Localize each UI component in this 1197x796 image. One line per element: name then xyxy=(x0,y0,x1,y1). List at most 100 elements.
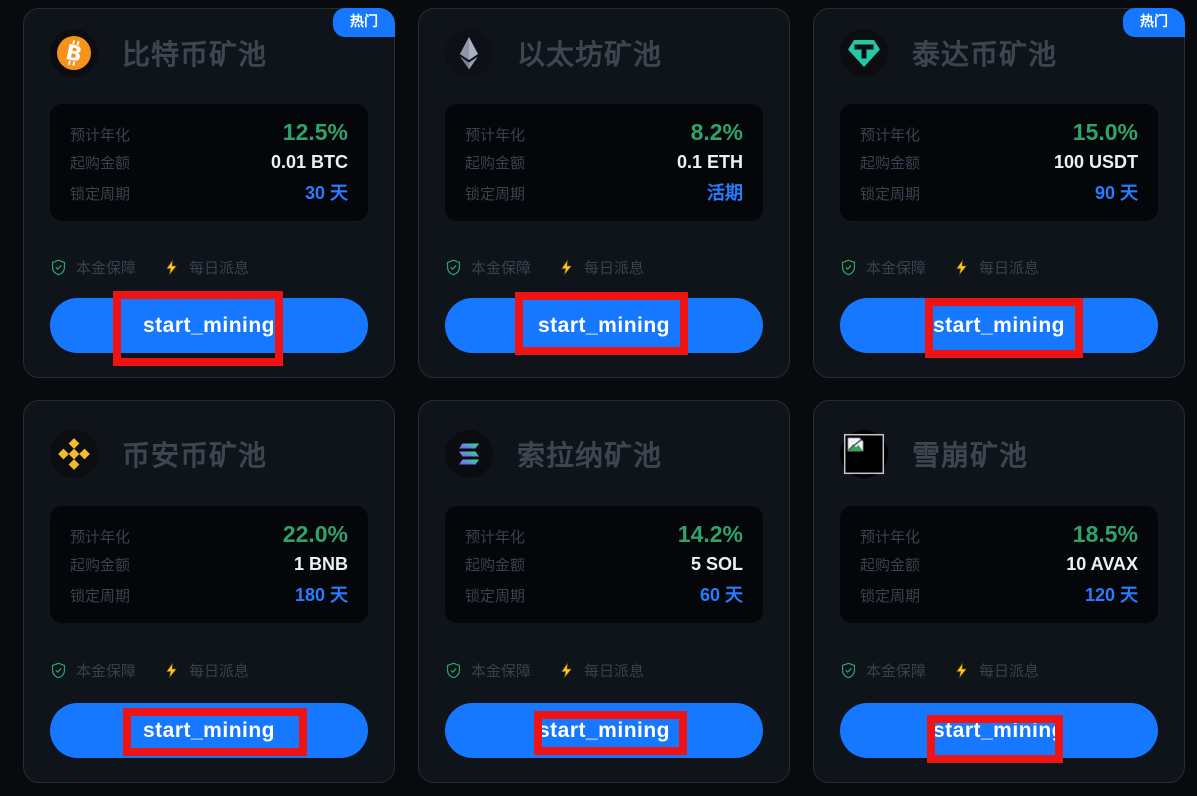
shield-check-icon xyxy=(50,662,67,679)
stat-row-lock-period: 锁定周期 活期 xyxy=(465,179,743,205)
stat-row-apy: 预计年化 15.0% xyxy=(860,119,1138,146)
start-mining-button[interactable]: start_mining xyxy=(50,298,368,353)
daily-payout-perk: 每日派息 xyxy=(953,257,1039,278)
svg-text:B: B xyxy=(64,40,85,67)
daily-payout-label: 每日派息 xyxy=(979,662,1040,680)
pool-card-header: 以太坊矿池 xyxy=(445,29,763,77)
min-amount-label: 起购金额 xyxy=(465,557,526,574)
apy-value: 14.2% xyxy=(677,521,743,547)
apy-value: 15.0% xyxy=(1072,119,1138,145)
pool-card-header: 雪崩矿池 xyxy=(840,430,1158,478)
lock-period-label: 锁定周期 xyxy=(70,588,131,605)
start-mining-button[interactable]: start_mining xyxy=(840,298,1158,353)
hot-badge: 热门 xyxy=(1123,8,1185,37)
apy-label: 预计年化 xyxy=(860,529,921,546)
stat-row-lock-period: 锁定周期 120 天 xyxy=(860,581,1138,607)
pool-title: 以太坊矿池 xyxy=(517,39,663,70)
principal-guarantee-label: 本金保障 xyxy=(866,662,927,680)
pool-card-header: B 比特币矿池 xyxy=(50,29,368,77)
lightning-bolt-icon xyxy=(163,661,180,679)
principal-guarantee-label: 本金保障 xyxy=(471,662,532,680)
btc-icon: B xyxy=(50,29,98,77)
hot-badge: 热门 xyxy=(333,8,395,37)
min-amount-label: 起购金额 xyxy=(860,557,921,574)
pool-card-4: 索拉纳矿池 预计年化 14.2% 起购金额 5 SOL 锁定周期 60 天 xyxy=(418,400,790,783)
apy-value: 12.5% xyxy=(282,119,348,145)
pool-title: 币安币矿池 xyxy=(122,440,268,471)
apy-label: 预计年化 xyxy=(465,127,526,144)
lightning-bolt-icon xyxy=(953,661,970,679)
apy-value: 8.2% xyxy=(690,119,743,145)
daily-payout-label: 每日派息 xyxy=(584,259,645,277)
stat-row-min-amount: 起购金额 1 BNB xyxy=(70,554,348,575)
daily-payout-label: 每日派息 xyxy=(189,259,250,277)
stat-row-apy: 预计年化 12.5% xyxy=(70,119,348,146)
start-mining-button[interactable]: start_mining xyxy=(50,703,368,758)
pool-card-0: 热门 B 比特币矿池 预计年化 12.5% 起购金额 0.01 BTC 锁定周期… xyxy=(23,8,395,378)
lightning-bolt-icon xyxy=(558,258,575,276)
daily-payout-perk: 每日派息 xyxy=(163,660,249,681)
shield-check-icon xyxy=(840,662,857,679)
principal-guarantee-perk: 本金保障 xyxy=(840,257,926,278)
lightning-bolt-icon xyxy=(953,258,970,276)
principal-guarantee-perk: 本金保障 xyxy=(445,257,531,278)
pool-stats-panel: 预计年化 15.0% 起购金额 100 USDT 锁定周期 90 天 xyxy=(840,104,1158,221)
stat-row-lock-period: 锁定周期 180 天 xyxy=(70,581,348,607)
broken-image-icon xyxy=(840,430,888,478)
pool-stats-panel: 预计年化 22.0% 起购金额 1 BNB 锁定周期 180 天 xyxy=(50,506,368,623)
daily-payout-perk: 每日派息 xyxy=(558,660,644,681)
stat-row-min-amount: 起购金额 100 USDT xyxy=(860,152,1138,173)
perks-row: 本金保障 每日派息 xyxy=(840,256,1158,278)
pool-title: 比特币矿池 xyxy=(122,39,268,70)
perks-row: 本金保障 每日派息 xyxy=(50,256,368,278)
daily-payout-label: 每日派息 xyxy=(189,662,250,680)
apy-value: 22.0% xyxy=(282,521,348,547)
principal-guarantee-perk: 本金保障 xyxy=(50,257,136,278)
pool-card-3: 币安币矿池 预计年化 22.0% 起购金额 1 BNB 锁定周期 180 天 xyxy=(23,400,395,783)
stat-row-apy: 预计年化 18.5% xyxy=(860,521,1138,548)
principal-guarantee-perk: 本金保障 xyxy=(840,660,926,681)
start-mining-button[interactable]: start_mining xyxy=(445,298,763,353)
principal-guarantee-label: 本金保障 xyxy=(471,259,532,277)
principal-guarantee-perk: 本金保障 xyxy=(445,660,531,681)
min-amount-value: 0.1 ETH xyxy=(676,152,743,172)
pool-stats-panel: 预计年化 12.5% 起购金额 0.01 BTC 锁定周期 30 天 xyxy=(50,104,368,221)
stat-row-min-amount: 起购金额 10 AVAX xyxy=(860,554,1138,575)
apy-label: 预计年化 xyxy=(465,529,526,546)
principal-guarantee-label: 本金保障 xyxy=(866,259,927,277)
min-amount-value: 0.01 BTC xyxy=(270,152,348,172)
lock-period-label: 锁定周期 xyxy=(860,588,921,605)
stat-row-min-amount: 起购金额 0.1 ETH xyxy=(465,152,743,173)
start-mining-button[interactable]: start_mining xyxy=(445,703,763,758)
apy-value: 18.5% xyxy=(1072,521,1138,547)
sol-icon xyxy=(445,430,493,478)
min-amount-label: 起购金额 xyxy=(70,557,131,574)
apy-label: 预计年化 xyxy=(70,127,131,144)
min-amount-value: 1 BNB xyxy=(293,554,348,574)
daily-payout-label: 每日派息 xyxy=(979,259,1040,277)
min-amount-value: 100 USDT xyxy=(1053,152,1138,172)
perks-row: 本金保障 每日派息 xyxy=(840,659,1158,681)
lock-period-value: 60 天 xyxy=(699,585,743,605)
pool-title: 雪崩矿池 xyxy=(912,440,1029,471)
stat-row-lock-period: 锁定周期 60 天 xyxy=(465,581,743,607)
stat-row-lock-period: 锁定周期 90 天 xyxy=(860,179,1138,205)
min-amount-label: 起购金额 xyxy=(860,155,921,172)
min-amount-label: 起购金额 xyxy=(70,155,131,172)
stat-row-min-amount: 起购金额 0.01 BTC xyxy=(70,152,348,173)
stat-row-apy: 预计年化 22.0% xyxy=(70,521,348,548)
eth-icon xyxy=(445,29,493,77)
shield-check-icon xyxy=(445,259,462,276)
pool-card-header: 币安币矿池 xyxy=(50,430,368,478)
lock-period-value: 活期 xyxy=(707,183,743,203)
pool-stats-panel: 预计年化 8.2% 起购金额 0.1 ETH 锁定周期 活期 xyxy=(445,104,763,221)
pool-stats-panel: 预计年化 18.5% 起购金额 10 AVAX 锁定周期 120 天 xyxy=(840,506,1158,623)
pool-card-1: 以太坊矿池 预计年化 8.2% 起购金额 0.1 ETH 锁定周期 活期 xyxy=(418,8,790,378)
pool-card-header: 索拉纳矿池 xyxy=(445,430,763,478)
min-amount-value: 10 AVAX xyxy=(1066,554,1138,574)
lock-period-value: 90 天 xyxy=(1094,183,1138,203)
pool-title: 索拉纳矿池 xyxy=(517,440,663,471)
shield-check-icon xyxy=(840,259,857,276)
lock-period-value: 180 天 xyxy=(294,585,348,605)
start-mining-button[interactable]: start_mining xyxy=(840,703,1158,758)
